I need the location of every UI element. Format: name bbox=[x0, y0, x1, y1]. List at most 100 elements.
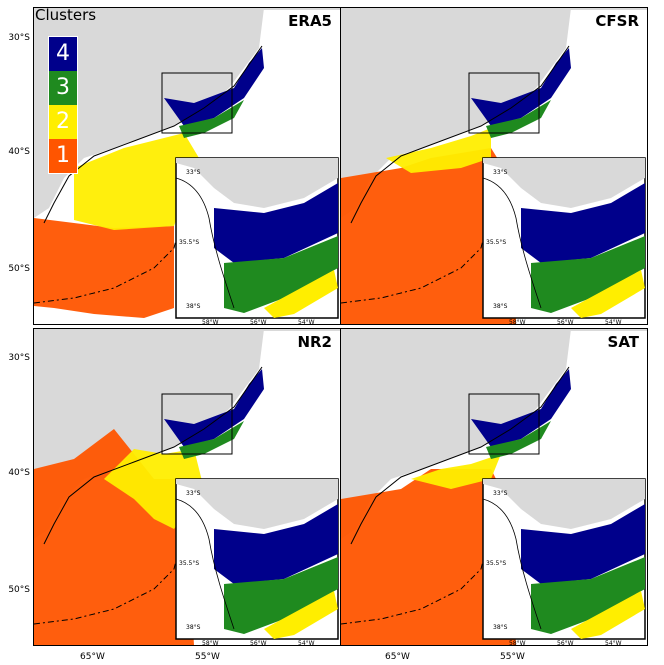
inset-lon-label: 58°W bbox=[202, 319, 219, 324]
inset-lon-label: 56°W bbox=[557, 640, 574, 645]
legend-item-3: 3 bbox=[49, 71, 77, 105]
isobath-line bbox=[341, 207, 492, 304]
lat-label-30s: 30°S bbox=[8, 33, 30, 43]
lat-label-50s-b: 50°S bbox=[8, 585, 30, 595]
land-top bbox=[341, 329, 647, 331]
panel-title: CFSR bbox=[595, 12, 639, 30]
inset-cluster-3 bbox=[531, 236, 645, 313]
inset-map: 33°S 35.5°S 38°S 58°W 56°W 54°W bbox=[175, 478, 339, 645]
cluster-legend: 4 3 2 1 bbox=[48, 36, 78, 174]
cluster-4-region bbox=[471, 369, 571, 447]
legend-item-2: 2 bbox=[49, 105, 77, 139]
inset-coast bbox=[175, 498, 235, 630]
inset-cluster-4 bbox=[214, 504, 338, 584]
isobath-line bbox=[34, 207, 185, 304]
map-sat: 33°S 35.5°S 38°S 58°W 56°W 54°W bbox=[341, 329, 647, 645]
inset-cluster-4 bbox=[521, 183, 645, 263]
coastline bbox=[43, 366, 263, 545]
land-top bbox=[34, 8, 340, 10]
cluster-1-region bbox=[341, 469, 516, 645]
inset-cluster-2 bbox=[264, 270, 338, 318]
inset-lon-label: 54°W bbox=[605, 640, 622, 645]
inset-cluster-2 bbox=[264, 591, 338, 639]
cluster-1-region bbox=[34, 218, 174, 318]
inset-lat-label: 35.5°S bbox=[179, 239, 199, 246]
cluster-4-region bbox=[164, 369, 264, 447]
isobath-line bbox=[341, 528, 492, 625]
cluster-3-region bbox=[179, 421, 244, 459]
lon-label-65w-b: 65°W bbox=[385, 652, 410, 662]
inset-lat-label: 35.5°S bbox=[486, 560, 506, 567]
cluster-2-region bbox=[386, 128, 491, 173]
cluster-4-region bbox=[471, 48, 571, 126]
inset-lat-label: 38°S bbox=[493, 624, 508, 631]
zoom-box bbox=[161, 72, 233, 134]
inset-coast bbox=[482, 177, 542, 309]
panel-title: NR2 bbox=[297, 333, 332, 351]
inset-lon-label: 56°W bbox=[250, 640, 267, 645]
inset-map: 33°S 35.5°S 38°S 58°W 56°W 54°W bbox=[482, 157, 646, 324]
inset-land bbox=[483, 479, 645, 529]
inset-lat-label: 33°S bbox=[186, 169, 201, 176]
inset-cluster-4 bbox=[214, 183, 338, 263]
cluster-3-region bbox=[486, 100, 551, 138]
panel-title: SAT bbox=[607, 333, 639, 351]
inset-land bbox=[176, 158, 338, 208]
inset-land bbox=[483, 158, 645, 208]
inset-lon-label: 58°W bbox=[509, 319, 526, 324]
cluster-2-region bbox=[411, 454, 501, 489]
zoom-box bbox=[468, 393, 540, 455]
coastline bbox=[350, 366, 570, 545]
inset-lat-label: 35.5°S bbox=[486, 239, 506, 246]
inset-lon-label: 54°W bbox=[605, 319, 622, 324]
inset-cluster-4 bbox=[521, 504, 645, 584]
inset-cluster-2 bbox=[571, 591, 645, 639]
inset-lon-label: 56°W bbox=[557, 319, 574, 324]
inset-cluster-3 bbox=[224, 236, 338, 313]
zoom-box bbox=[468, 72, 540, 134]
inset-cluster-3 bbox=[531, 557, 645, 634]
lon-label-55w: 55°W bbox=[195, 652, 220, 662]
map-nr2: 33°S 35.5°S 38°S 58°W 56°W 54°W bbox=[34, 329, 340, 645]
inset-coast bbox=[482, 498, 542, 630]
cluster-2-region bbox=[74, 133, 199, 230]
inset-lon-label: 54°W bbox=[298, 319, 315, 324]
inset-map: 33°S 35.5°S 38°S 58°W 56°W 54°W bbox=[482, 478, 646, 645]
lat-label-50s: 50°S bbox=[8, 264, 30, 274]
cluster-4-region bbox=[164, 48, 264, 126]
inset-lat-label: 33°S bbox=[493, 490, 508, 497]
inset-lon-label: 58°W bbox=[509, 640, 526, 645]
map-cfsr: 33°S 35.5°S 38°S 58°W 56°W 54°W bbox=[341, 8, 647, 324]
inset-lat-label: 38°S bbox=[493, 303, 508, 310]
inset-lon-label: 56°W bbox=[250, 319, 267, 324]
land-top bbox=[341, 8, 647, 10]
inset-lat-label: 33°S bbox=[493, 169, 508, 176]
legend-title: Clusters bbox=[35, 6, 97, 24]
map-panel-era5: 33°S 35.5°S 38°S 58°W 56°W 54°W ERA5 bbox=[33, 7, 341, 325]
isobath-line bbox=[34, 528, 185, 625]
legend-item-4: 4 bbox=[49, 37, 77, 71]
inset-lat-label: 38°S bbox=[186, 303, 201, 310]
panel-title: ERA5 bbox=[288, 12, 332, 30]
inset-lon-label: 58°W bbox=[202, 640, 219, 645]
cluster-3-region bbox=[486, 421, 551, 459]
cluster-3-region bbox=[179, 100, 244, 138]
lat-label-40s-b: 40°S bbox=[8, 468, 30, 478]
inset-lat-label: 38°S bbox=[186, 624, 201, 631]
inset-cluster-2 bbox=[571, 270, 645, 318]
lon-label-65w: 65°W bbox=[80, 652, 105, 662]
map-panel-nr2: 33°S 35.5°S 38°S 58°W 56°W 54°W NR2 bbox=[33, 328, 341, 646]
map-panel-sat: 33°S 35.5°S 38°S 58°W 56°W 54°W SAT bbox=[340, 328, 648, 646]
lon-label-55w-b: 55°W bbox=[500, 652, 525, 662]
cluster-1-region bbox=[341, 148, 516, 324]
inset-lon-label: 54°W bbox=[298, 640, 315, 645]
inset-cluster-3 bbox=[224, 557, 338, 634]
zoom-box bbox=[161, 393, 233, 455]
inset-land bbox=[176, 479, 338, 529]
inset-map: 33°S 35.5°S 38°S 58°W 56°W 54°W bbox=[175, 157, 339, 324]
inset-lat-label: 35.5°S bbox=[179, 560, 199, 567]
lat-label-40s: 40°S bbox=[8, 147, 30, 157]
coastline bbox=[350, 45, 570, 224]
legend-item-1: 1 bbox=[49, 139, 77, 173]
map-era5: 33°S 35.5°S 38°S 58°W 56°W 54°W bbox=[34, 8, 340, 324]
